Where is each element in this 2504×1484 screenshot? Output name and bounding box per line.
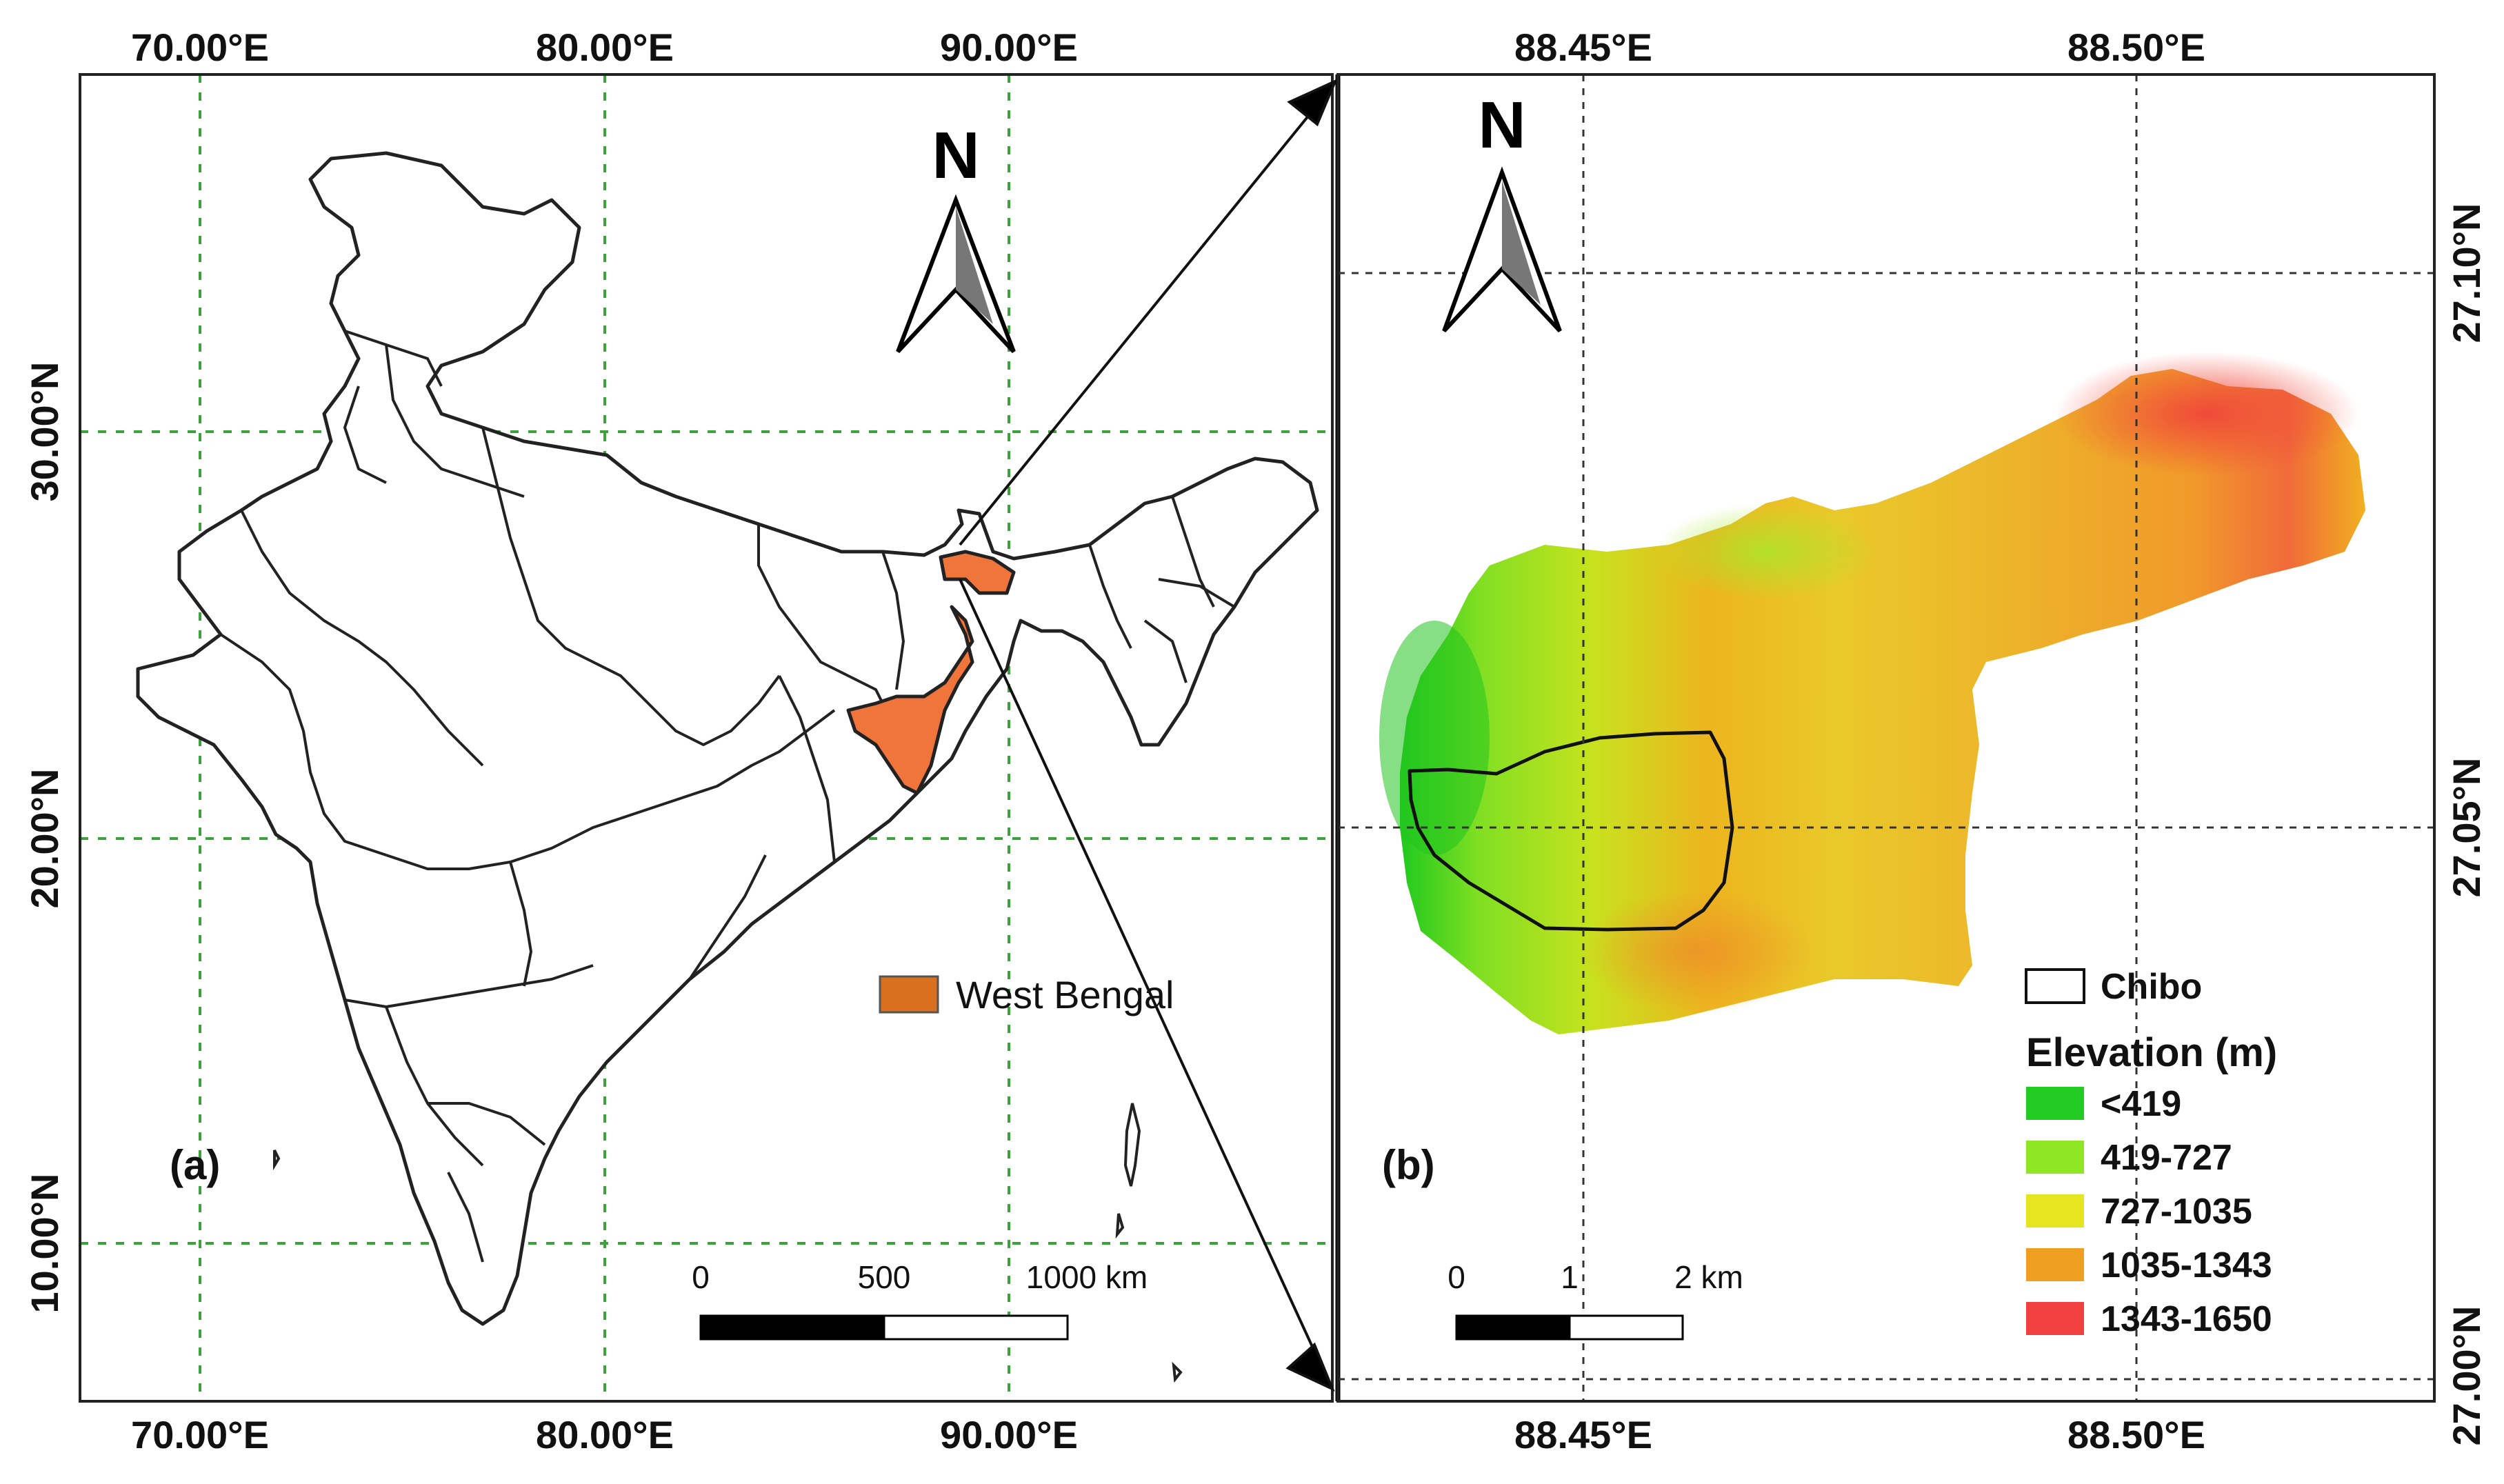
elevation-legend-swatch [2026, 1141, 2084, 1174]
elevation-surface [1400, 369, 2365, 1034]
panel-a-label: (a) [170, 1142, 220, 1188]
orange-zone [1579, 890, 1814, 1014]
panel-b-legend: Chibo Elevation (m) <419 419-727 727-1035 1… [2025, 967, 2277, 1339]
svg-text:1000 km: 1000 km [1026, 1259, 1148, 1295]
elevation-legend-classes: <419 419-727 727-1035 1035-1343 1343-1650 [2026, 1084, 2272, 1339]
panel-b-right-tick: 27.05°N [2445, 758, 2488, 898]
lakshadweep-islands [273, 1150, 281, 1171]
svg-text:0: 0 [692, 1259, 710, 1295]
low-elevation-zone [1379, 621, 1490, 855]
svg-text:N: N [1478, 88, 1525, 162]
panel-b-label: (b) [1382, 1142, 1435, 1188]
chibo-legend-swatch [2025, 968, 2085, 1004]
west-bengal-swatch [879, 975, 939, 1014]
panel-a-bottom-tick: 70.00°E [131, 1413, 269, 1456]
india-outline [136, 151, 1319, 1383]
panel-b-bottom-tick: 88.50°E [2067, 1413, 2205, 1456]
elevation-legend-swatch [2026, 1302, 2084, 1335]
panel-b-top-tick: 88.50°E [2067, 26, 2205, 69]
elevation-legend-swatch [2026, 1087, 2084, 1120]
panel-a-bottom-tick: 80.00°E [536, 1413, 674, 1456]
elevation-legend-label: 727-1035 [2101, 1192, 2252, 1232]
elevation-legend-label: <419 [2101, 1084, 2181, 1124]
elevation-legend-label: 1343-1650 [2101, 1299, 2272, 1339]
elevation-legend-swatch [2026, 1194, 2084, 1227]
panel-a-india-map: 70.00°E 80.00°E 90.00°E 70.00°E 80.00°E … [23, 26, 1334, 1456]
chibo-legend-label: Chibo [2101, 967, 2202, 1007]
west-bengal-legend-label: West Bengal [956, 973, 1174, 1016]
elevation-legend-label: 1035-1343 [2101, 1245, 2272, 1285]
svg-text:N: N [932, 119, 979, 192]
panel-a-bottom-tick: 90.00°E [940, 1413, 1078, 1456]
panel-b-bottom-tick: 88.45°E [1514, 1413, 1652, 1456]
panel-b-graticule [1338, 74, 2434, 1401]
svg-text:2 km: 2 km [1674, 1259, 1743, 1295]
panel-a-frame [79, 73, 1334, 1403]
panel-b-frame [1336, 73, 2436, 1403]
high-elevation-zone [2055, 352, 2358, 476]
andaman-islands [1115, 1103, 1183, 1383]
mid-green-zone [1655, 503, 1876, 600]
elevation-legend-title: Elevation (m) [2026, 1030, 2277, 1075]
panel-a-north-arrow: N [896, 119, 1016, 354]
zoom-arrows [959, 79, 1338, 1392]
panel-a-left-tick: 20.00°N [23, 769, 66, 909]
elevation-legend-swatch [2026, 1248, 2084, 1281]
west-bengal-region [846, 550, 1016, 795]
panel-b-top-tick: 88.45°E [1514, 26, 1652, 69]
panel-b-scale-bar: 0 1 2 km [1448, 1259, 1743, 1341]
panel-a-left-tick: 10.00°N [23, 1174, 66, 1314]
panel-b-right-tick: 27.00°N [2445, 1306, 2488, 1446]
panel-a-scale-bar: 0 500 1000 km [692, 1259, 1148, 1341]
chibo-boundary [1408, 730, 1734, 932]
elevation-legend-label: 419-727 [2101, 1138, 2232, 1178]
panel-a-top-tick: 80.00°E [536, 26, 674, 69]
panel-a-legend: West Bengal [879, 973, 1174, 1016]
panel-b-north-arrow: N [1442, 88, 1562, 333]
svg-text:1: 1 [1561, 1259, 1579, 1295]
panel-a-left-tick: 30.00°N [23, 362, 66, 502]
panel-a-top-tick: 70.00°E [131, 26, 269, 69]
svg-text:500: 500 [858, 1259, 911, 1295]
svg-text:0: 0 [1448, 1259, 1465, 1295]
panel-b-elevation-map: 88.45°E 88.50°E 88.45°E 88.50°E 27.10°N … [1336, 26, 2488, 1456]
panel-a-top-tick: 90.00°E [940, 26, 1078, 69]
panel-b-right-tick: 27.10°N [2445, 203, 2488, 343]
